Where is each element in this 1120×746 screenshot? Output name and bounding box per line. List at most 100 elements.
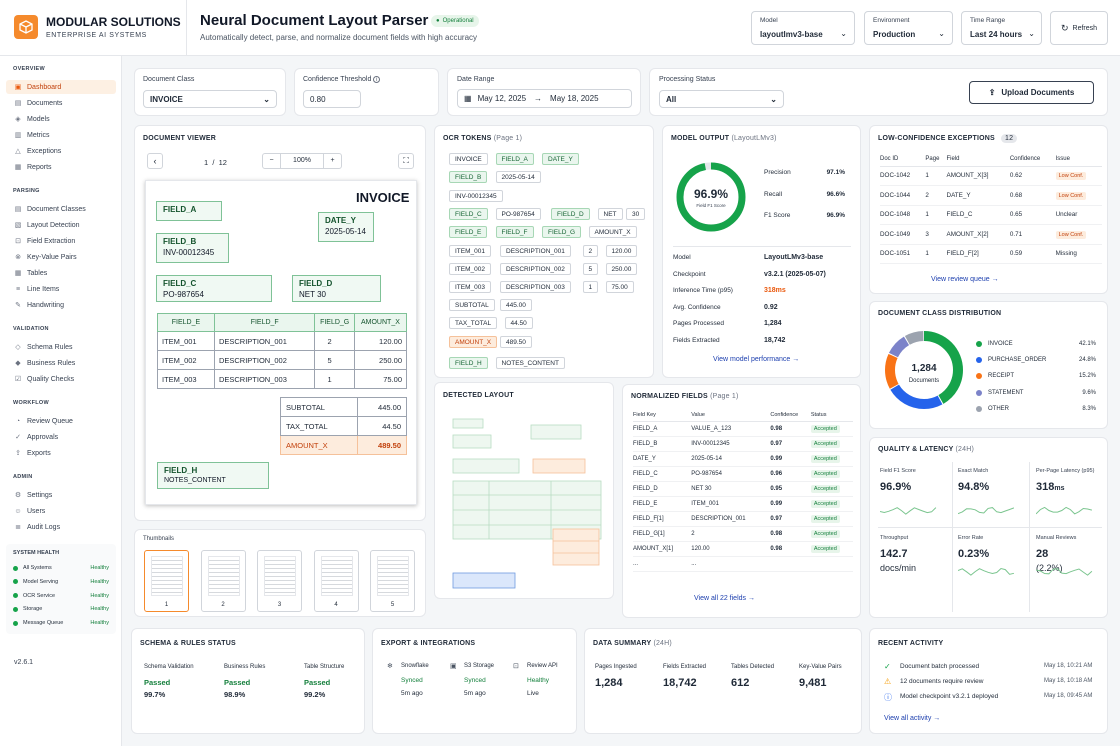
thumbnail-page[interactable]: 3: [257, 550, 302, 612]
ocr-token[interactable]: 30: [626, 208, 646, 220]
sidebar-item-schema-rules[interactable]: ◇ Schema Rules: [6, 340, 116, 354]
ocr-token[interactable]: SUBTOTAL: [449, 299, 495, 311]
ocr-token[interactable]: ITEM_003: [449, 281, 491, 293]
date-range-input[interactable]: ▦ May 12, 2025 → May 18, 2025: [457, 89, 632, 108]
sidebar-item-dashboard[interactable]: ▣ Dashboard: [6, 80, 116, 94]
ocr-token[interactable]: DESCRIPTION_002: [500, 263, 571, 275]
activity-text[interactable]: Document batch processed: [900, 663, 980, 670]
ocr-token[interactable]: PO-987654: [495, 208, 541, 220]
sidebar-item-business-rules[interactable]: ◆ Business Rules: [6, 356, 116, 370]
ocr-token[interactable]: ITEM_002: [449, 263, 491, 275]
ocr-token[interactable]: 1: [582, 281, 599, 293]
thumbnail-page[interactable]: 5: [370, 550, 415, 612]
ocr-token[interactable]: 250.00: [605, 263, 638, 275]
integration-name[interactable]: Snowflake: [401, 663, 429, 669]
sidebar-item-documents[interactable]: ▤ Documents: [6, 96, 116, 110]
refresh-button[interactable]: ↻ Refresh: [1050, 11, 1108, 45]
ocr-token[interactable]: FIELD_C: [449, 208, 488, 220]
ocr-token[interactable]: 2: [582, 245, 599, 257]
table-row[interactable]: DATE_Y 2025-05-14 0.99 Accepted: [633, 451, 853, 467]
table-row[interactable]: DOC-1044 2 DATE_Y 0.68 Low Conf.: [880, 185, 1102, 206]
sidebar-item-document-classes[interactable]: ▤ Document Classes: [6, 202, 116, 216]
date-y-box[interactable]: DATE_Y 2025-05-14: [318, 212, 374, 242]
status-select[interactable]: All ⌄: [659, 90, 784, 108]
model-select[interactable]: Model layoutlmv3-base ⌄: [751, 11, 855, 45]
sidebar-item-settings[interactable]: ⚙ Settings: [6, 488, 116, 502]
ocr-token[interactable]: 75.00: [605, 281, 634, 293]
view-review-queue-link[interactable]: View review queue →: [931, 276, 999, 283]
ocr-token[interactable]: FIELD_F: [495, 226, 534, 238]
environment-select[interactable]: Environment Production ⌄: [864, 11, 953, 45]
table-row[interactable]: AMOUNT_X[1] 120.00 0.98 Accepted: [633, 541, 853, 557]
view-model-performance-link[interactable]: View model performance →: [713, 356, 800, 363]
sidebar-item-exports[interactable]: ⇪ Exports: [6, 446, 116, 460]
ocr-token[interactable]: FIELD_B: [449, 171, 488, 183]
table-row[interactable]: DOC-1051 1 FIELD_F[2] 0.59 Missing: [880, 244, 1102, 264]
ocr-token[interactable]: DATE_Y: [542, 153, 579, 165]
sidebar-item-field-extraction[interactable]: ⊡ Field Extraction: [6, 234, 116, 248]
ocr-token[interactable]: AMOUNT_X: [449, 336, 498, 348]
doc-class-select[interactable]: INVOICE ⌄: [143, 90, 277, 108]
integration-name[interactable]: Review API: [527, 663, 558, 669]
table-row[interactable]: FIELD_C PO-987654 0.96 Accepted: [633, 466, 853, 482]
ocr-token[interactable]: FIELD_E: [449, 226, 488, 238]
table-row[interactable]: FIELD_D NET 30 0.95 Accepted: [633, 481, 853, 497]
view-all-activity-link[interactable]: View all activity →: [884, 715, 941, 722]
ocr-token[interactable]: INV-00012345: [449, 190, 503, 202]
ocr-token[interactable]: AMOUNT_X: [588, 226, 637, 238]
fullscreen-icon[interactable]: ⛶: [398, 153, 414, 169]
ocr-token[interactable]: 489.50: [500, 336, 532, 348]
zoom-in-button[interactable]: +: [323, 154, 341, 168]
table-row[interactable]: ......: [633, 556, 853, 572]
view-all-fields-link[interactable]: View all 22 fields →: [694, 595, 755, 602]
sidebar-item-reports[interactable]: ▦ Reports: [6, 160, 116, 174]
sidebar-item-approvals[interactable]: ✓ Approvals: [6, 430, 116, 444]
activity-text[interactable]: Model checkpoint v3.2.1 deployed: [900, 693, 999, 700]
field-a-box[interactable]: FIELD_A: [156, 201, 222, 221]
sidebar-item-layout-detection[interactable]: ▧ Layout Detection: [6, 218, 116, 232]
sidebar-item-handwriting[interactable]: ✎ Handwriting: [6, 298, 116, 312]
sidebar-item-tables[interactable]: ▦ Tables: [6, 266, 116, 280]
time-range-select[interactable]: Time Range Last 24 hours ⌄: [961, 11, 1042, 45]
table-row[interactable]: FIELD_B INV-00012345 0.97 Accepted: [633, 436, 853, 452]
table-row[interactable]: DOC-1042 1 AMOUNT_X[3] 0.62 Low Conf.: [880, 166, 1102, 186]
field-d-box[interactable]: FIELD_D NET 30: [292, 275, 381, 302]
ocr-token[interactable]: NET: [597, 208, 623, 220]
ocr-token[interactable]: FIELD_D: [551, 208, 590, 220]
field-b-box[interactable]: FIELD_B INV-00012345: [156, 233, 229, 263]
thumbnail-page[interactable]: 4: [313, 550, 359, 612]
table-row[interactable]: DOC-1049 3 AMOUNT_X[2] 0.71 Low Conf.: [880, 224, 1102, 245]
ocr-token[interactable]: FIELD_G: [542, 226, 582, 238]
sidebar-item-audit-logs[interactable]: ≣ Audit Logs: [6, 520, 116, 534]
sidebar-item-key-value-pairs[interactable]: ⊗ Key-Value Pairs: [6, 250, 116, 264]
sidebar-item-models[interactable]: ◈ Models: [6, 112, 116, 126]
sidebar-item-metrics[interactable]: ▥ Metrics: [6, 128, 116, 142]
ocr-token[interactable]: DESCRIPTION_001: [500, 245, 571, 257]
upload-documents-button[interactable]: ⇪ Upload Documents: [969, 81, 1094, 104]
table-row[interactable]: FIELD_G[1] 2 0.98 Accepted: [633, 526, 853, 542]
ocr-token[interactable]: 44.50: [504, 317, 533, 329]
integration-name[interactable]: S3 Storage: [464, 663, 495, 669]
sidebar-item-users[interactable]: ☺ Users: [6, 504, 116, 518]
sidebar-item-line-items[interactable]: ≡ Line Items: [6, 282, 116, 296]
confidence-input[interactable]: 0.80: [303, 90, 361, 108]
sidebar-item-quality-checks[interactable]: ☑ Quality Checks: [6, 372, 116, 386]
ocr-token[interactable]: 445.00: [500, 299, 532, 311]
field-h-box[interactable]: FIELD_H NOTES_CONTENT: [157, 462, 269, 489]
ocr-token[interactable]: INVOICE: [449, 153, 488, 165]
field-c-box[interactable]: FIELD_C PO-987654: [156, 275, 272, 302]
ocr-token[interactable]: 120.00: [605, 245, 638, 257]
ocr-token[interactable]: NOTES_CONTENT: [495, 357, 565, 369]
thumbnail-page[interactable]: 2: [200, 550, 246, 612]
table-row[interactable]: FIELD_E ITEM_001 0.99 Accepted: [633, 496, 853, 512]
ocr-token[interactable]: ITEM_001: [449, 245, 491, 257]
table-row[interactable]: DOC-1048 1 FIELD_C 0.65 Unclear: [880, 205, 1102, 225]
thumbnail-page[interactable]: 1: [144, 550, 189, 612]
ocr-token[interactable]: 5: [582, 263, 599, 275]
zoom-out-button[interactable]: −: [263, 154, 281, 168]
ocr-token[interactable]: DESCRIPTION_003: [500, 281, 571, 293]
ocr-token[interactable]: TAX_TOTAL: [449, 317, 498, 329]
ocr-token[interactable]: 2025-05-14: [495, 171, 541, 183]
prev-page-button[interactable]: ‹: [147, 153, 163, 169]
sidebar-item-exceptions[interactable]: △ Exceptions: [6, 144, 116, 158]
